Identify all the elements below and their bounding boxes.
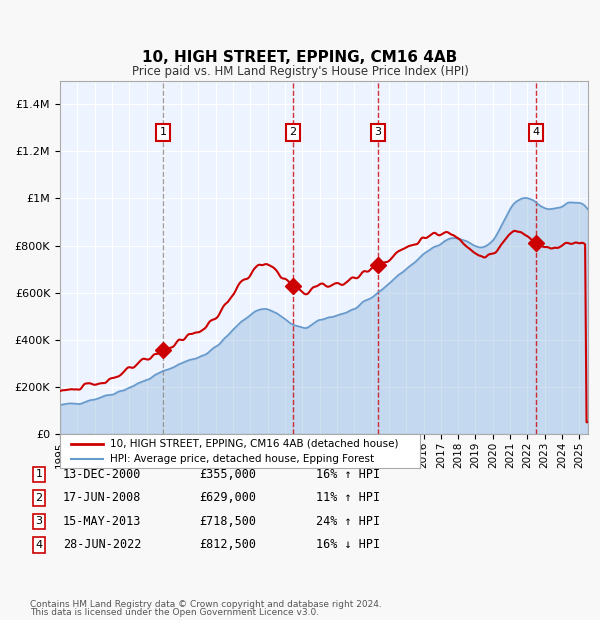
Text: 3: 3	[374, 128, 382, 138]
Text: This data is licensed under the Open Government Licence v3.0.: This data is licensed under the Open Gov…	[30, 608, 319, 617]
Text: HPI: Average price, detached house, Epping Forest: HPI: Average price, detached house, Eppi…	[110, 454, 374, 464]
Text: 4: 4	[532, 128, 539, 138]
Text: 1: 1	[160, 128, 167, 138]
Text: £355,000: £355,000	[199, 468, 257, 481]
Text: 11% ↑ HPI: 11% ↑ HPI	[316, 492, 380, 504]
Text: 16% ↓ HPI: 16% ↓ HPI	[316, 539, 380, 551]
Text: 10, HIGH STREET, EPPING, CM16 4AB (detached house): 10, HIGH STREET, EPPING, CM16 4AB (detac…	[110, 438, 399, 448]
Text: 15-MAY-2013: 15-MAY-2013	[63, 515, 141, 528]
Text: 16% ↑ HPI: 16% ↑ HPI	[316, 468, 380, 481]
Text: £629,000: £629,000	[199, 492, 257, 504]
Text: £812,500: £812,500	[199, 539, 257, 551]
Text: Contains HM Land Registry data © Crown copyright and database right 2024.: Contains HM Land Registry data © Crown c…	[30, 600, 382, 609]
Text: 24% ↑ HPI: 24% ↑ HPI	[316, 515, 380, 528]
Text: 4: 4	[35, 540, 43, 550]
Text: 1: 1	[35, 469, 43, 479]
Text: £718,500: £718,500	[199, 515, 257, 528]
Text: 10, HIGH STREET, EPPING, CM16 4AB: 10, HIGH STREET, EPPING, CM16 4AB	[142, 50, 458, 65]
Text: 17-JUN-2008: 17-JUN-2008	[63, 492, 141, 504]
Text: Price paid vs. HM Land Registry's House Price Index (HPI): Price paid vs. HM Land Registry's House …	[131, 64, 469, 78]
Text: 2: 2	[35, 493, 43, 503]
Text: 2: 2	[289, 128, 296, 138]
Text: 28-JUN-2022: 28-JUN-2022	[63, 539, 141, 551]
Text: 3: 3	[35, 516, 43, 526]
Text: 13-DEC-2000: 13-DEC-2000	[63, 468, 141, 481]
